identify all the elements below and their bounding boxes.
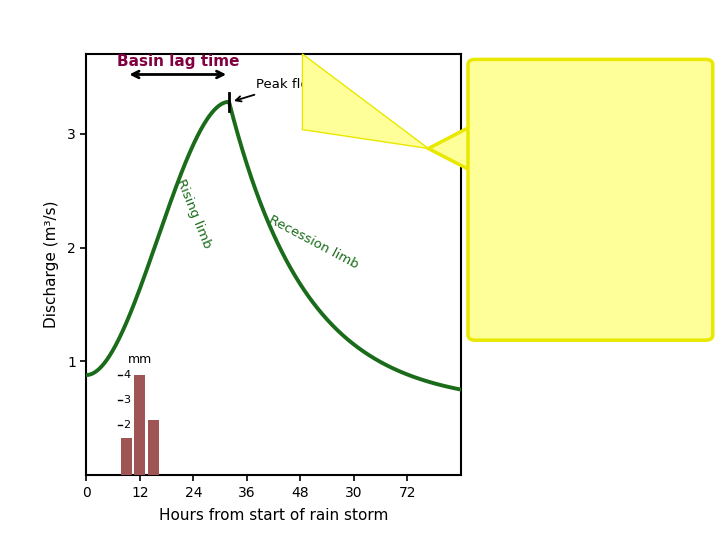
Bar	[121, 437, 132, 475]
Text: water to find its way to: water to find its way to	[513, 205, 667, 218]
X-axis label: Hours from start of rain storm: Hours from start of rain storm	[159, 508, 388, 523]
Text: Basin lag time: Basin lag time	[117, 54, 239, 69]
Bar	[135, 375, 145, 475]
Y-axis label: Discharge (m³/s): Discharge (m³/s)	[44, 201, 59, 328]
Text: 3: 3	[123, 395, 130, 405]
Text: The: The	[490, 97, 518, 110]
Text: basin lag time: basin lag time	[524, 97, 631, 110]
Text: is: is	[609, 97, 624, 110]
Text: Rising limb: Rising limb	[174, 177, 213, 250]
Text: the river: the river	[562, 259, 619, 272]
Bar	[148, 420, 159, 475]
Text: 4: 4	[123, 370, 130, 380]
Text: Peak flow: Peak flow	[236, 78, 319, 102]
Text: 2: 2	[123, 420, 130, 430]
Text: mm: mm	[127, 353, 152, 366]
Text: Recession limb: Recession limb	[266, 213, 361, 271]
Text: the time it takes for the: the time it takes for the	[511, 151, 670, 164]
